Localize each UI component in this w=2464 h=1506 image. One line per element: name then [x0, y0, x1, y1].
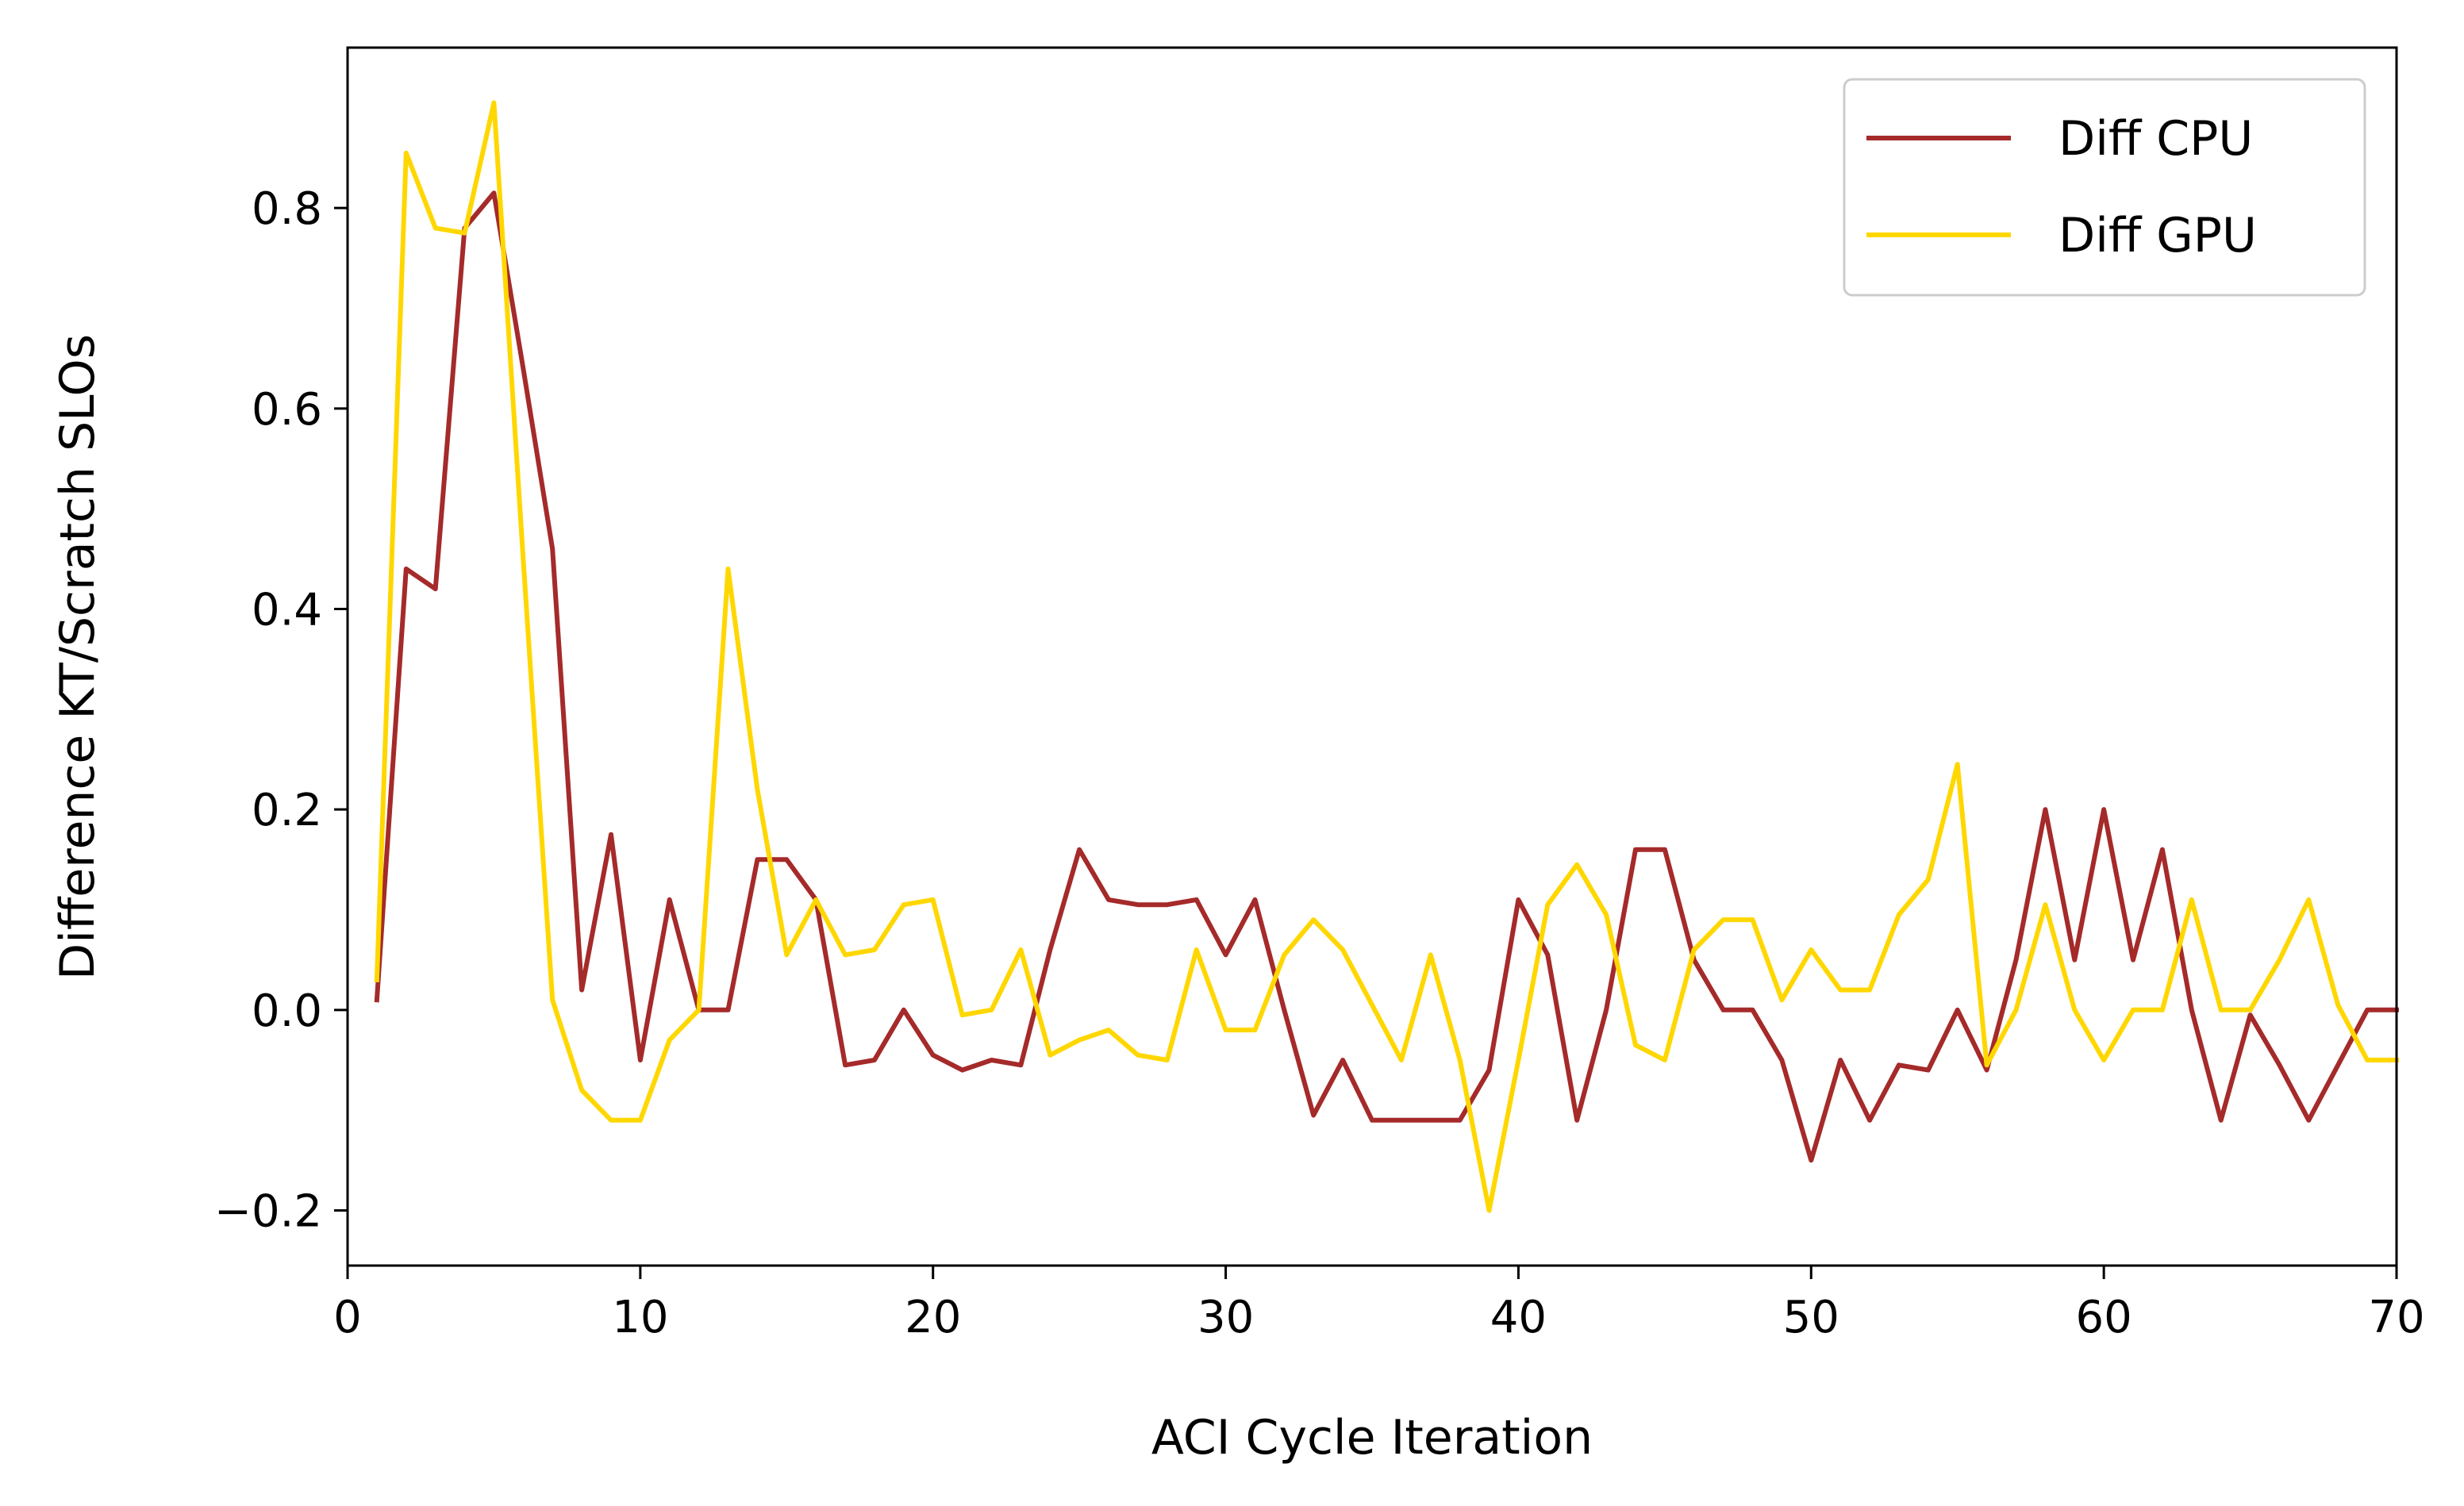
y-tick-label: 0.0	[252, 985, 322, 1037]
x-tick-label: 70	[2368, 1292, 2424, 1343]
x-tick-label: 20	[905, 1292, 961, 1343]
series-layer	[374, 100, 2399, 1213]
legend: Diff CPU Diff GPU	[1843, 78, 2366, 297]
x-tick-label: 60	[2076, 1292, 2132, 1343]
x-axis-ticks: 0 10 20 30 40 50 60 70	[333, 1266, 2425, 1343]
y-tick-label: 0.6	[252, 384, 322, 436]
x-tick-label: 10	[612, 1292, 668, 1343]
legend-label-diff-gpu: Diff GPU	[2058, 208, 2257, 263]
plot-frame	[346, 46, 2398, 1267]
y-axis-ticks: −0.2 0.0 0.2 0.4 0.6 0.8	[214, 183, 348, 1238]
y-tick-label: −0.2	[214, 1186, 322, 1238]
legend-box	[1843, 78, 2366, 297]
x-axis-title: ACI Cycle Iteration	[1151, 1410, 1593, 1466]
legend-label-diff-cpu: Diff CPU	[2058, 111, 2253, 167]
y-tick-label: 0.8	[252, 183, 322, 235]
y-tick-label: 0.4	[252, 584, 322, 636]
series-line-diff-cpu	[374, 190, 2399, 1163]
y-tick-label: 0.2	[252, 785, 322, 836]
x-tick-label: 40	[1490, 1292, 1547, 1343]
x-tick-label: 50	[1783, 1292, 1839, 1343]
series-line-diff-gpu	[374, 100, 2399, 1213]
y-axis-title: Difference KT/Scratch SLOs	[50, 334, 106, 980]
x-tick-label: 30	[1197, 1292, 1254, 1343]
x-tick-label: 0	[333, 1292, 362, 1343]
